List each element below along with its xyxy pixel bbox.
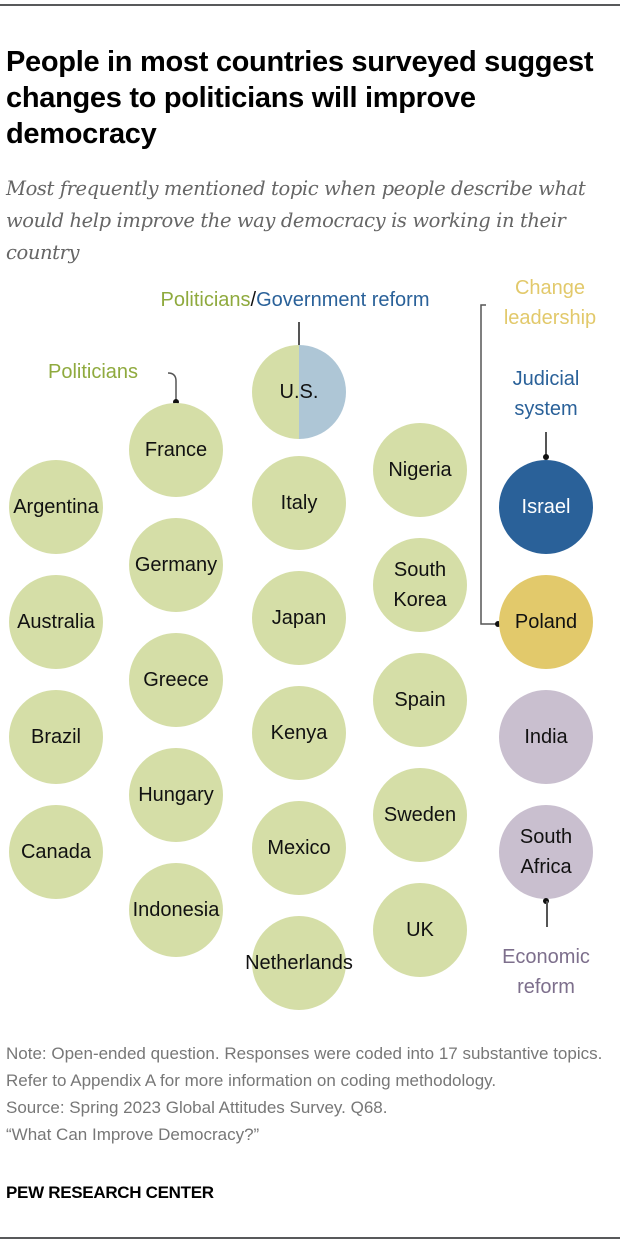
report-title: “What Can Improve Democracy?” [6, 1125, 260, 1144]
country-label: Kenya [270, 722, 328, 744]
label-separator: / [250, 289, 257, 311]
country-label: India [524, 726, 568, 748]
bubble-israel: Israel [499, 460, 593, 554]
country-label: U.S. [279, 381, 319, 403]
chart-subtitle: Most frequently mentioned topic when peo… [6, 177, 586, 264]
label-change-leadership-line1: Change [514, 277, 586, 299]
country-label: Mexico [267, 837, 331, 859]
label-politicians-government-reform: Politicians/Government reform [110, 285, 480, 315]
label-economic-line1: Economic [502, 946, 590, 968]
country-label: Italy [280, 492, 318, 514]
country-label-line1: South [519, 826, 573, 848]
bubble-germany: Germany [129, 518, 223, 612]
country-label: Canada [20, 841, 92, 863]
country-label: France [144, 439, 208, 461]
bubble-south-africa: South Africa [499, 805, 593, 899]
bubble-south-korea: South Korea [373, 538, 467, 632]
south-africa-leader-line [546, 901, 548, 927]
footer-notes: Note: Open-ended question. Responses wer… [6, 1040, 606, 1148]
bubble-australia: Australia [9, 575, 103, 669]
source-text: Source: Spring 2023 Global Attitudes Sur… [6, 1098, 388, 1117]
politicians-leader-dot [173, 399, 179, 405]
bubble-italy: Italy [252, 456, 346, 550]
country-label: Poland [514, 611, 578, 633]
country-label: Australia [17, 611, 95, 633]
bubble-canada: Canada [9, 805, 103, 899]
note-text: Note: Open-ended question. Responses wer… [6, 1044, 603, 1090]
bubble-kenya: Kenya [252, 686, 346, 780]
bubble-argentina: Argentina [9, 460, 103, 554]
country-label: Indonesia [132, 899, 220, 921]
country-label: Hungary [138, 784, 214, 806]
bubble-india: India [499, 690, 593, 784]
change-leadership-bracket [480, 304, 500, 625]
country-label-line1: South [393, 559, 447, 581]
bubble-france: France [129, 403, 223, 497]
country-label: Sweden [383, 804, 457, 826]
us-leader-line [298, 322, 300, 350]
country-label: Argentina [13, 496, 99, 518]
country-label: UK [406, 919, 434, 941]
bubble-mexico: Mexico [252, 801, 346, 895]
bubble-poland: Poland [499, 575, 593, 669]
bubble-chart: Politicians/Government reform Politician… [0, 277, 620, 1020]
bubble-netherlands: Netherlands [245, 916, 353, 1010]
label-economic-reform: Economic reform [486, 942, 606, 1002]
bubble-hungary: Hungary [129, 748, 223, 842]
israel-leader-line [545, 432, 547, 458]
poland-leader-dot [495, 621, 501, 627]
country-label: Israel [521, 496, 571, 518]
country-label: Japan [271, 607, 327, 629]
bubble-us: U.S. [252, 345, 346, 439]
label-politicians: Politicians [48, 361, 139, 383]
brand-logo: PEW RESEARCH CENTER [6, 1183, 214, 1202]
label-judicial-system: Judicial system [496, 364, 596, 424]
bubble-spain: Spain [373, 653, 467, 747]
bubble-sweden: Sweden [373, 768, 467, 862]
bubble-nigeria: Nigeria [373, 423, 467, 517]
country-label: Spain [394, 689, 446, 711]
country-label: Nigeria [388, 459, 452, 481]
politicians-leader-line [167, 372, 177, 402]
country-label-line2: Korea [393, 589, 447, 611]
country-label: Germany [134, 554, 218, 576]
label-government-reform-part: Government reform [256, 289, 430, 311]
label-judicial-line1: Judicial [512, 368, 580, 390]
bottom-rule [0, 1237, 620, 1239]
bubble-greece: Greece [129, 633, 223, 727]
bubble-japan: Japan [252, 571, 346, 665]
country-label: Brazil [30, 726, 81, 748]
label-judicial-line2: system [514, 398, 578, 420]
label-politicians-part: Politicians [160, 289, 251, 311]
label-economic-line2: reform [517, 976, 575, 998]
label-change-leadership-line2: leadership [503, 307, 597, 329]
israel-leader-dot [543, 454, 549, 460]
chart-title: People in most countries surveyed sugges… [6, 46, 594, 150]
top-rule [0, 4, 620, 6]
bubble-uk: UK [373, 883, 467, 977]
bubble-brazil: Brazil [9, 690, 103, 784]
country-label: Greece [143, 669, 209, 691]
country-label-line2: Africa [520, 856, 572, 878]
bubble-indonesia: Indonesia [129, 863, 223, 957]
country-label: Netherlands [245, 952, 353, 974]
label-change-leadership: Change leadership [490, 273, 610, 333]
